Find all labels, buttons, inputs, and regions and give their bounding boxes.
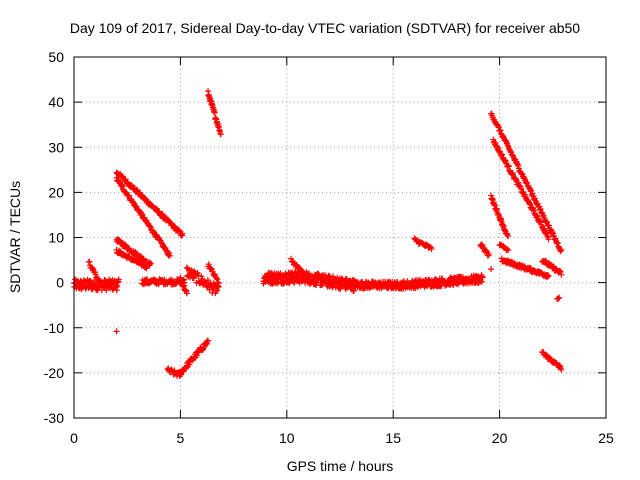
data-point xyxy=(183,290,190,297)
data-point xyxy=(195,272,202,279)
series-spike-6.5h xyxy=(205,261,222,287)
plot-frame xyxy=(73,56,607,419)
data-point xyxy=(211,109,218,116)
data-point xyxy=(555,295,562,302)
data-point xyxy=(142,264,149,271)
x-axis-label: GPS time / hours xyxy=(287,458,394,474)
data-point xyxy=(558,246,565,253)
y-tick-label: -20 xyxy=(44,365,64,381)
data-point xyxy=(215,280,222,287)
series-bump-10.2h xyxy=(288,255,307,276)
x-tick-labels: 0 5 10 15 20 25 xyxy=(70,430,614,446)
series-mid-baseline-d xyxy=(400,272,486,292)
x-tick-label: 25 xyxy=(598,430,614,446)
series-arc-2h-upper xyxy=(113,169,186,239)
data-point xyxy=(205,337,212,344)
data-point xyxy=(488,266,495,273)
series-arc-late-second xyxy=(490,136,552,243)
data-point xyxy=(558,271,565,278)
series-mid-baseline-c xyxy=(351,278,407,292)
series-drop-5h xyxy=(177,274,190,297)
data-point xyxy=(479,274,486,281)
data-point xyxy=(113,328,120,335)
data-point xyxy=(214,279,221,286)
y-tick-label: 50 xyxy=(48,49,64,65)
series-late-isolated xyxy=(554,294,563,302)
series-step-19.2h xyxy=(477,241,492,259)
data-point xyxy=(213,275,220,282)
series-hump-0.7h xyxy=(85,258,103,286)
series-arc-late-fourth xyxy=(496,241,512,254)
data-point xyxy=(143,265,150,272)
data-point xyxy=(505,247,512,254)
data-point xyxy=(198,273,205,280)
series-negative-arc-b xyxy=(177,337,212,378)
y-tick-label: 10 xyxy=(48,230,64,246)
series-isolated-2h xyxy=(113,328,120,335)
data-point xyxy=(214,276,221,283)
data-point xyxy=(96,278,103,285)
y-axis-label: SDTVAR / TECUs xyxy=(7,181,23,293)
data-point xyxy=(124,179,131,186)
data-point xyxy=(214,287,221,294)
y-tick-label: 20 xyxy=(48,184,64,200)
series-early-baseline xyxy=(71,276,122,294)
data-point xyxy=(208,265,215,272)
data-point xyxy=(217,131,224,138)
x-tick-label: 15 xyxy=(385,430,401,446)
series-late-negative xyxy=(539,348,565,373)
data-point xyxy=(300,269,307,276)
series-arc-late-third xyxy=(488,192,512,239)
data-point xyxy=(297,265,304,272)
data-point xyxy=(205,261,212,268)
series-arc-late-top xyxy=(488,110,565,255)
y-tick-label: -30 xyxy=(44,410,64,426)
x-tick-label: 0 xyxy=(70,430,78,446)
series-arc-2h-low xyxy=(113,246,150,272)
data-point xyxy=(155,208,162,215)
data-point xyxy=(428,246,435,253)
chart-title: Day 109 of 2017, Sidereal Day-to-day VTE… xyxy=(70,20,580,36)
data-point xyxy=(288,255,295,262)
y-tick-label: 0 xyxy=(56,275,64,291)
series-mid-baseline-b xyxy=(305,270,358,294)
series-steep-6.5h xyxy=(205,88,224,138)
y-tick-label: 30 xyxy=(48,139,64,155)
data-point xyxy=(558,366,565,373)
series-arc-2h-middle xyxy=(113,174,173,259)
series-mid-baseline-a xyxy=(260,268,312,287)
x-tick-label: 5 xyxy=(177,430,185,446)
data-point xyxy=(351,287,358,294)
data-point xyxy=(556,294,563,301)
data-point xyxy=(179,230,186,237)
data-point xyxy=(545,236,552,243)
y-tick-label: -10 xyxy=(44,320,64,336)
y-tick-label: 40 xyxy=(48,94,64,110)
data-point xyxy=(166,252,173,259)
data-point xyxy=(147,259,154,266)
series-arc-late-band xyxy=(498,255,552,281)
data-point xyxy=(478,241,485,248)
series-step-16.2h xyxy=(411,235,435,253)
data-point xyxy=(545,273,552,280)
data-point xyxy=(478,278,485,285)
series-isolated-19.6h xyxy=(488,266,495,273)
series-arc-late-tail xyxy=(539,257,565,278)
data-point xyxy=(190,275,197,282)
data-point xyxy=(161,276,168,283)
data-point xyxy=(505,232,512,239)
data-point xyxy=(504,246,511,253)
y-tick-labels: -30 -20 -10 0 10 20 30 40 50 xyxy=(44,49,64,426)
data-point xyxy=(115,276,122,283)
data-point xyxy=(485,250,492,257)
x-tick-label: 10 xyxy=(279,430,295,446)
x-tick-label: 20 xyxy=(492,430,508,446)
data-points xyxy=(71,88,565,380)
data-point xyxy=(159,211,166,218)
series-hump-5.5h xyxy=(183,264,222,297)
